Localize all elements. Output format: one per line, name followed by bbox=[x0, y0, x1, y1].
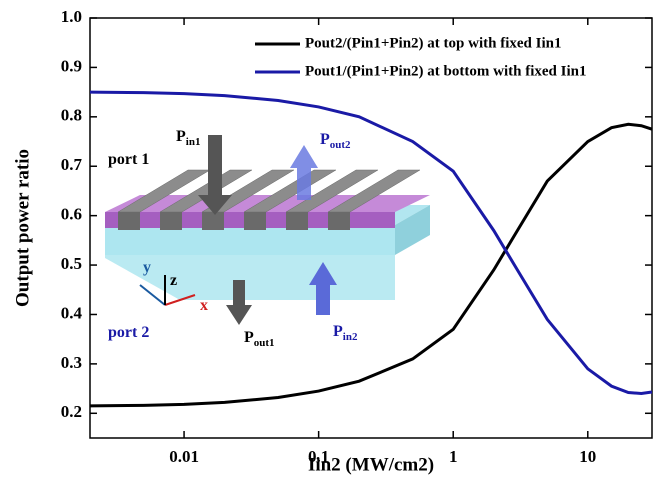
y-axis-label: Output power ratio bbox=[12, 149, 33, 307]
legend-label: Pout2/(Pin1+Pin2) at top with fixed Iin1 bbox=[305, 35, 561, 51]
annotation-text: P bbox=[320, 131, 330, 148]
y-tick-label: 0.5 bbox=[61, 254, 82, 273]
plot-frame bbox=[89, 17, 653, 439]
annotation: Pin2 bbox=[333, 323, 358, 343]
series-line bbox=[89, 122, 653, 408]
x-tick-label: 10 bbox=[579, 447, 596, 466]
annotation: port 1 bbox=[108, 151, 149, 168]
annotation-text: y bbox=[143, 259, 151, 276]
annotation: Pin1 bbox=[176, 128, 200, 148]
y-tick-label: 0.2 bbox=[61, 402, 82, 421]
annotation: x bbox=[200, 297, 208, 314]
annotation-text: P bbox=[244, 329, 254, 346]
annotation: Pout2 bbox=[320, 131, 351, 151]
annotation: port 2 bbox=[108, 324, 149, 341]
annotation-text: z bbox=[170, 272, 177, 289]
annotation: y bbox=[143, 259, 151, 276]
annotation-text: P bbox=[176, 128, 186, 145]
legend-label: Pout1/(Pin1+Pin2) at bottom with fixed I… bbox=[305, 63, 586, 79]
x-tick-label: 1 bbox=[449, 447, 458, 466]
x-axis-label: Iin2 (MW/cm2) bbox=[308, 454, 434, 475]
y-tick-label: 0.3 bbox=[61, 353, 82, 372]
x-tick-label: 0.1 bbox=[308, 447, 329, 466]
y-tick-label: 0.9 bbox=[61, 56, 82, 75]
annotation-text: port 2 bbox=[108, 324, 149, 341]
annotation-text: x bbox=[200, 297, 208, 314]
y-tick-label: 0.8 bbox=[61, 106, 82, 125]
annotation-text: port 1 bbox=[108, 151, 149, 168]
y-tick-label: 1.0 bbox=[61, 7, 82, 26]
x-tick-label: 0.01 bbox=[169, 447, 199, 466]
annotation: Pout1 bbox=[244, 329, 275, 349]
y-tick-label: 0.7 bbox=[61, 155, 83, 174]
annotation-subscript: out1 bbox=[254, 337, 275, 349]
annotation-subscript: in2 bbox=[343, 331, 358, 343]
annotation-text: P bbox=[333, 323, 343, 340]
annotation-subscript: out2 bbox=[330, 139, 351, 151]
annotation-subscript: in1 bbox=[186, 136, 201, 148]
y-tick-label: 0.6 bbox=[61, 205, 82, 224]
series-line bbox=[89, 90, 653, 396]
y-tick-label: 0.4 bbox=[61, 303, 83, 322]
annotation: z bbox=[170, 272, 177, 289]
